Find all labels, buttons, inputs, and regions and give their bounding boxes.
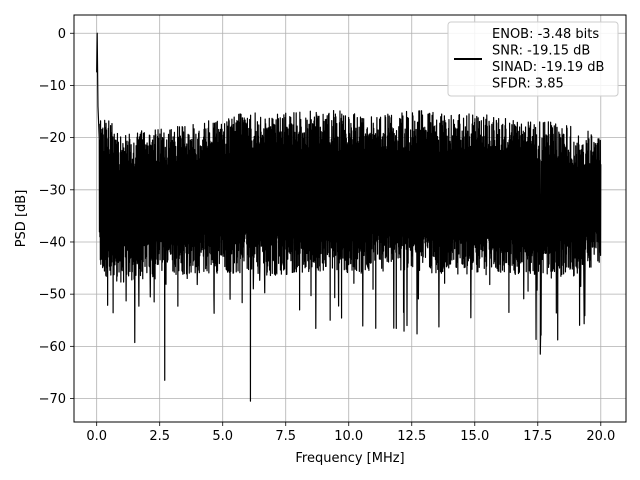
y-tick-label: −30 [39, 183, 66, 198]
x-axis-label: Frequency [MHz] [295, 451, 404, 466]
plot-area [96, 32, 602, 402]
x-tick-label: 7.5 [275, 429, 296, 444]
x-tick-label: 15.0 [460, 429, 489, 444]
x-tick-label: 10.0 [334, 429, 363, 444]
psd-series-line [96, 32, 602, 402]
legend-entry-line: ENOB: -3.48 bits [492, 27, 599, 42]
x-tick-label: 12.5 [397, 429, 426, 444]
y-axis-label: PSD [dB] [14, 190, 29, 248]
y-tick-label: 0 [58, 27, 66, 42]
y-tick-label: −40 [39, 235, 66, 250]
x-tick-label: 2.5 [149, 429, 170, 444]
plot-frame [73, 14, 627, 423]
legend-entry-line: SFDR: 3.85 [492, 77, 564, 92]
y-tick-label: −50 [39, 288, 66, 303]
y-axis: 0 −10 −20 −30 −40 −50 −60 −70 [39, 27, 74, 407]
x-tick-label: 5.0 [212, 429, 233, 444]
y-tick-label: −60 [39, 340, 66, 355]
y-tick-label: −70 [39, 392, 66, 407]
y-tick-label: −10 [39, 79, 66, 94]
x-tick-label: 20.0 [586, 429, 615, 444]
x-tick-label: 17.5 [523, 429, 552, 444]
y-tick-label: −20 [39, 131, 66, 146]
x-axis: 0.0 2.5 5.0 7.5 10.0 12.5 15.0 17.5 20.0 [86, 422, 615, 444]
x-tick-label: 0.0 [86, 429, 107, 444]
legend-box [447, 21, 619, 97]
legend-entry-line: SINAD: -19.19 dB [492, 60, 604, 75]
legend-entry-line: SNR: -19.15 dB [492, 44, 590, 59]
